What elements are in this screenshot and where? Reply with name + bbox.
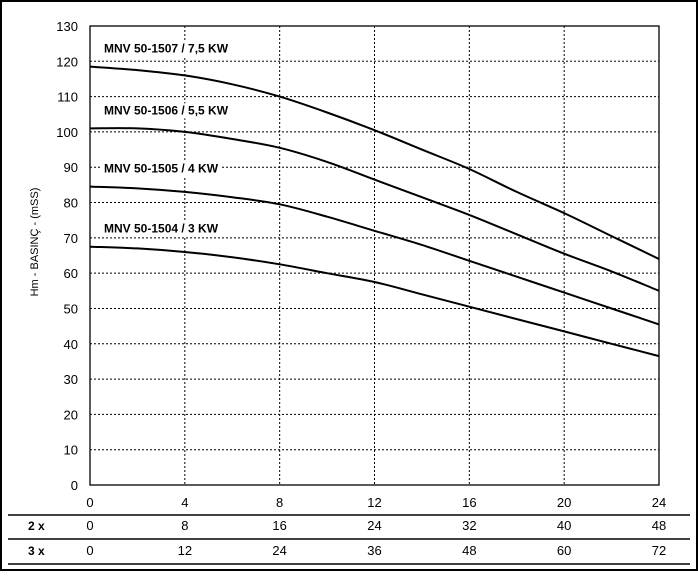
x-tick-label: 12 bbox=[367, 495, 381, 510]
series-label-background bbox=[101, 221, 222, 237]
x-row-tick-label: 32 bbox=[462, 518, 476, 533]
x-row-tick-label: 48 bbox=[462, 543, 476, 558]
x-row-label: 3 x bbox=[28, 544, 45, 558]
x-row-tick-label: 24 bbox=[367, 518, 381, 533]
x-row-tick-label: 48 bbox=[652, 518, 666, 533]
y-tick-label: 130 bbox=[56, 19, 78, 34]
y-tick-label: 50 bbox=[64, 301, 78, 316]
x-tick-label: 4 bbox=[181, 495, 188, 510]
series-label: MNV 50-1506 / 5,5 KW bbox=[104, 103, 229, 117]
y-tick-label: 0 bbox=[71, 478, 78, 493]
y-tick-label: 40 bbox=[64, 337, 78, 352]
x-row-tick-label: 24 bbox=[272, 543, 286, 558]
y-tick-label: 10 bbox=[64, 443, 78, 458]
y-tick-label: 20 bbox=[64, 407, 78, 422]
y-tick-label: 60 bbox=[64, 266, 78, 281]
series-layer: MNV 50-1507 / 7,5 KW MNV 50-1506 / 5,5 KW… bbox=[89, 41, 660, 358]
x-tick-label: 20 bbox=[557, 495, 571, 510]
series-label: MNV 50-1507 / 7,5 KW bbox=[104, 42, 229, 56]
x-tick-label: 16 bbox=[462, 495, 476, 510]
y-tick-label: 100 bbox=[56, 125, 78, 140]
x-row-tick-label: 36 bbox=[367, 543, 381, 558]
series-line bbox=[89, 65, 660, 260]
series-label-background bbox=[101, 41, 232, 57]
series-label: MNV 50-1505 / 4 KW bbox=[104, 162, 219, 176]
y-tick-label: 30 bbox=[64, 372, 78, 387]
series-line bbox=[89, 185, 660, 326]
series-line bbox=[89, 245, 660, 358]
x-tick-label: 8 bbox=[276, 495, 283, 510]
plot-area-border bbox=[89, 25, 660, 486]
x-row-tick-label: 12 bbox=[178, 543, 192, 558]
y-tick-label: 110 bbox=[57, 90, 78, 105]
series-line bbox=[89, 127, 660, 292]
series-label-background bbox=[101, 161, 222, 177]
grid-layer bbox=[90, 26, 659, 485]
x-row-tick-label: 16 bbox=[272, 518, 286, 533]
x-row-label: 2 x bbox=[28, 519, 45, 533]
series-label: MNV 50-1504 / 3 KW bbox=[104, 222, 219, 236]
x-row-tick-label: 72 bbox=[652, 543, 666, 558]
x-row-tick-label: 40 bbox=[557, 518, 571, 533]
x-row-tick-label: 60 bbox=[557, 543, 571, 558]
x-tick-label: 0 bbox=[86, 495, 93, 510]
y-axis-label: Hm - BASINÇ - (mSS) bbox=[29, 188, 41, 297]
y-tick-label: 80 bbox=[64, 196, 78, 211]
series-label-background bbox=[101, 103, 232, 119]
x-row-tick-label: 0 bbox=[86, 518, 93, 533]
y-tick-label: 90 bbox=[64, 160, 78, 175]
y-tick-label: 120 bbox=[56, 54, 78, 69]
x-tick-label: 24 bbox=[652, 495, 666, 510]
x-row-tick-label: 0 bbox=[86, 543, 93, 558]
y-tick-label: 70 bbox=[64, 231, 78, 246]
x-row-tick-label: 8 bbox=[181, 518, 188, 533]
